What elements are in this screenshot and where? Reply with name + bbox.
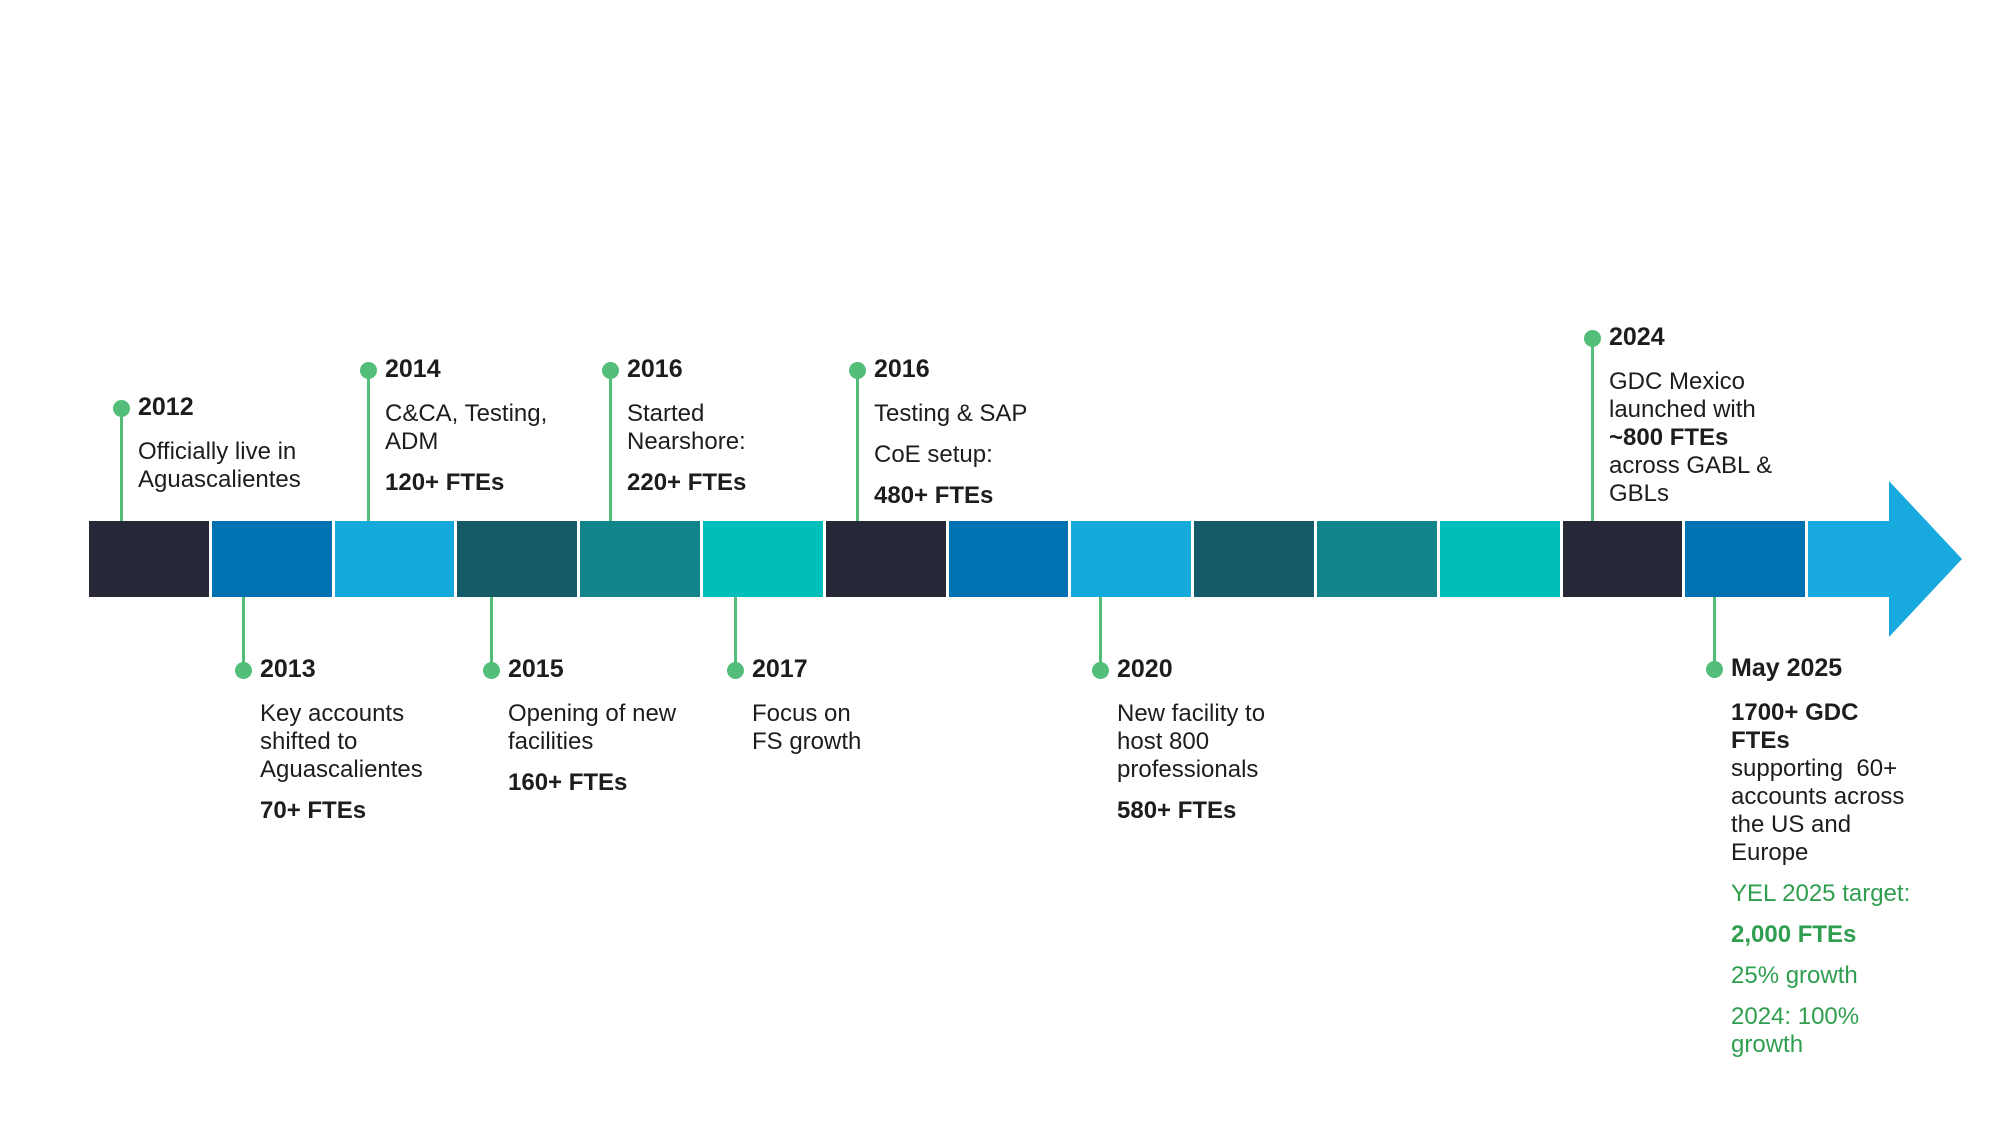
timeline-segment-6 <box>703 521 823 597</box>
milestone-text: 2020 New facility to host 800 professiona… <box>1117 655 1277 838</box>
milestone-target-line: 2024: 100% growth <box>1731 1003 1921 1059</box>
timeline-segment-3 <box>334 521 455 597</box>
description-text: Testing & SAP <box>874 400 1028 427</box>
ftes-bold-text: 120+ FTEs <box>385 469 505 496</box>
milestone-description: 160+ FTEs <box>508 769 683 797</box>
milestone-text: 2024 GDC Mexico launched with ~800 FTEs a… <box>1609 323 1774 521</box>
description-text: 25% growth <box>1731 962 1858 989</box>
milestone-description: Officially live in Aguascalientes <box>138 438 318 494</box>
milestone-description: 580+ FTEs <box>1117 797 1277 825</box>
ftes-bold-text: 160+ FTEs <box>508 769 628 796</box>
milestone-year: 2016 <box>627 355 683 383</box>
ftes-bold-text: 1700+ GDC FTEs <box>1731 699 1866 754</box>
timeline-segment-13 <box>1562 521 1683 597</box>
milestone-year: 2016 <box>874 355 930 383</box>
milestone-target-line: 2,000 FTEs <box>1731 921 1921 949</box>
timeline-arrow-head-icon <box>1889 481 1962 637</box>
milestone-year: 2020 <box>1117 655 1173 683</box>
milestone-text: 2015 Opening of new facilities 160+ FTEs <box>508 655 683 810</box>
milestone-description: CoE setup: <box>874 441 1074 469</box>
milestone-target-line: 25% growth <box>1731 962 1921 990</box>
milestone-stem <box>489 597 493 670</box>
milestone-text: 2014 C&CA, Testing, ADM 120+ FTEs <box>385 355 555 510</box>
ftes-bold-text: 580+ FTEs <box>1117 797 1237 824</box>
milestone-stem <box>1712 597 1716 669</box>
milestone-description: 1700+ GDC FTEs <box>1731 699 1921 755</box>
timeline-segment-1 <box>89 521 209 597</box>
description-text: Started Nearshore: <box>627 400 746 455</box>
milestone-year: 2017 <box>752 655 808 683</box>
ftes-bold-text: 220+ FTEs <box>627 469 747 496</box>
milestone-description: C&CA, Testing, ADM <box>385 400 555 456</box>
milestone-dot <box>234 661 252 679</box>
milestone-description: 480+ FTEs <box>874 482 1074 510</box>
milestone-dot <box>482 661 500 679</box>
milestone-year: 2012 <box>138 393 194 421</box>
milestone-description: Focus on FS growth <box>752 700 887 756</box>
description-text: New facility to host 800 professionals <box>1117 700 1272 783</box>
milestone-year: May 2025 <box>1731 654 1843 682</box>
description-text: YEL 2025 target: <box>1731 880 1911 907</box>
ftes-bold-text: 480+ FTEs <box>874 482 994 509</box>
milestone-description: Started Nearshore: <box>627 400 762 456</box>
milestone-text: 2016 Started Nearshore: 220+ FTEs <box>627 355 762 510</box>
milestone-dot <box>1705 660 1723 678</box>
milestone-year: 2014 <box>385 355 441 383</box>
timeline-segment-12 <box>1439 521 1560 597</box>
description-text: Officially live in Aguascalientes <box>138 438 302 493</box>
description-text: GDC Mexico launched with <box>1609 368 1763 423</box>
milestone-dot <box>726 661 744 679</box>
milestone-description: Opening of new facilities <box>508 700 683 756</box>
milestone-description: 70+ FTEs <box>260 797 430 825</box>
milestone-stem <box>855 370 859 521</box>
timeline-segment-14 <box>1685 521 1806 597</box>
ftes-bold-text: ~800 FTEs <box>1609 424 1729 451</box>
description-text: C&CA, Testing, ADM <box>385 400 553 455</box>
milestone-text: 2013 Key accounts shifted to Aguascalient… <box>260 655 430 838</box>
timeline-segment-5 <box>580 521 700 597</box>
milestone-year: 2013 <box>260 655 316 683</box>
milestone-year: 2015 <box>508 655 564 683</box>
milestone-year: 2024 <box>1609 323 1665 351</box>
milestone-stem <box>1098 597 1102 670</box>
milestone-stem <box>1590 338 1594 521</box>
description-text: 2024: 100% growth <box>1731 1003 1866 1058</box>
description-text: Opening of new facilities <box>508 700 683 755</box>
timeline-arrow-body <box>1808 521 1890 597</box>
description-text: Focus on FS growth <box>752 700 862 755</box>
milestone-description: New facility to host 800 professionals <box>1117 700 1277 784</box>
milestone-text: 2012 Officially live in Aguascalientes <box>138 393 318 507</box>
description-text: CoE setup: <box>874 441 993 468</box>
milestone-description: GDC Mexico launched with ~800 FTEs acros… <box>1609 368 1774 508</box>
milestone-description: Testing & SAP <box>874 400 1074 428</box>
milestone-stem <box>733 597 737 670</box>
milestone-stem <box>608 370 612 521</box>
ftes-bold-text: 70+ FTEs <box>260 797 367 824</box>
timeline-segment-7 <box>825 521 946 597</box>
milestone-description: 120+ FTEs <box>385 469 555 497</box>
milestone-text: 2016 Testing & SAP CoE setup: 480+ FTEs <box>874 355 1074 523</box>
timeline-segment-9 <box>1071 521 1192 597</box>
timeline-segment-8 <box>948 521 1069 597</box>
milestone-description: Key accounts shifted to Aguascalientes <box>260 700 430 784</box>
description-text: supporting 60+ accounts across the US an… <box>1731 755 1912 866</box>
description-text: across GABL & GBLs <box>1609 424 1779 507</box>
timeline-segment-4 <box>457 521 578 597</box>
ftes-bold-text: 2,000 FTEs <box>1731 921 1857 948</box>
milestone-text: 2017 Focus on FS growth <box>752 655 887 769</box>
milestone-text: May 2025 1700+ GDC FTEs supporting 60+ acc… <box>1731 654 1921 1072</box>
description-text: Key accounts shifted to Aguascalientes <box>260 700 423 783</box>
milestone-stem <box>241 597 245 670</box>
milestone-stem <box>366 370 370 521</box>
milestone-description: supporting 60+ accounts across the US an… <box>1731 755 1921 867</box>
timeline-segment-2 <box>211 521 332 597</box>
timeline-segment-10 <box>1194 521 1314 597</box>
milestone-stem <box>119 408 123 521</box>
milestone-dot <box>1091 661 1109 679</box>
timeline-segment-11 <box>1317 521 1437 597</box>
milestone-target-line: YEL 2025 target: <box>1731 880 1921 908</box>
milestone-description: 220+ FTEs <box>627 469 762 497</box>
